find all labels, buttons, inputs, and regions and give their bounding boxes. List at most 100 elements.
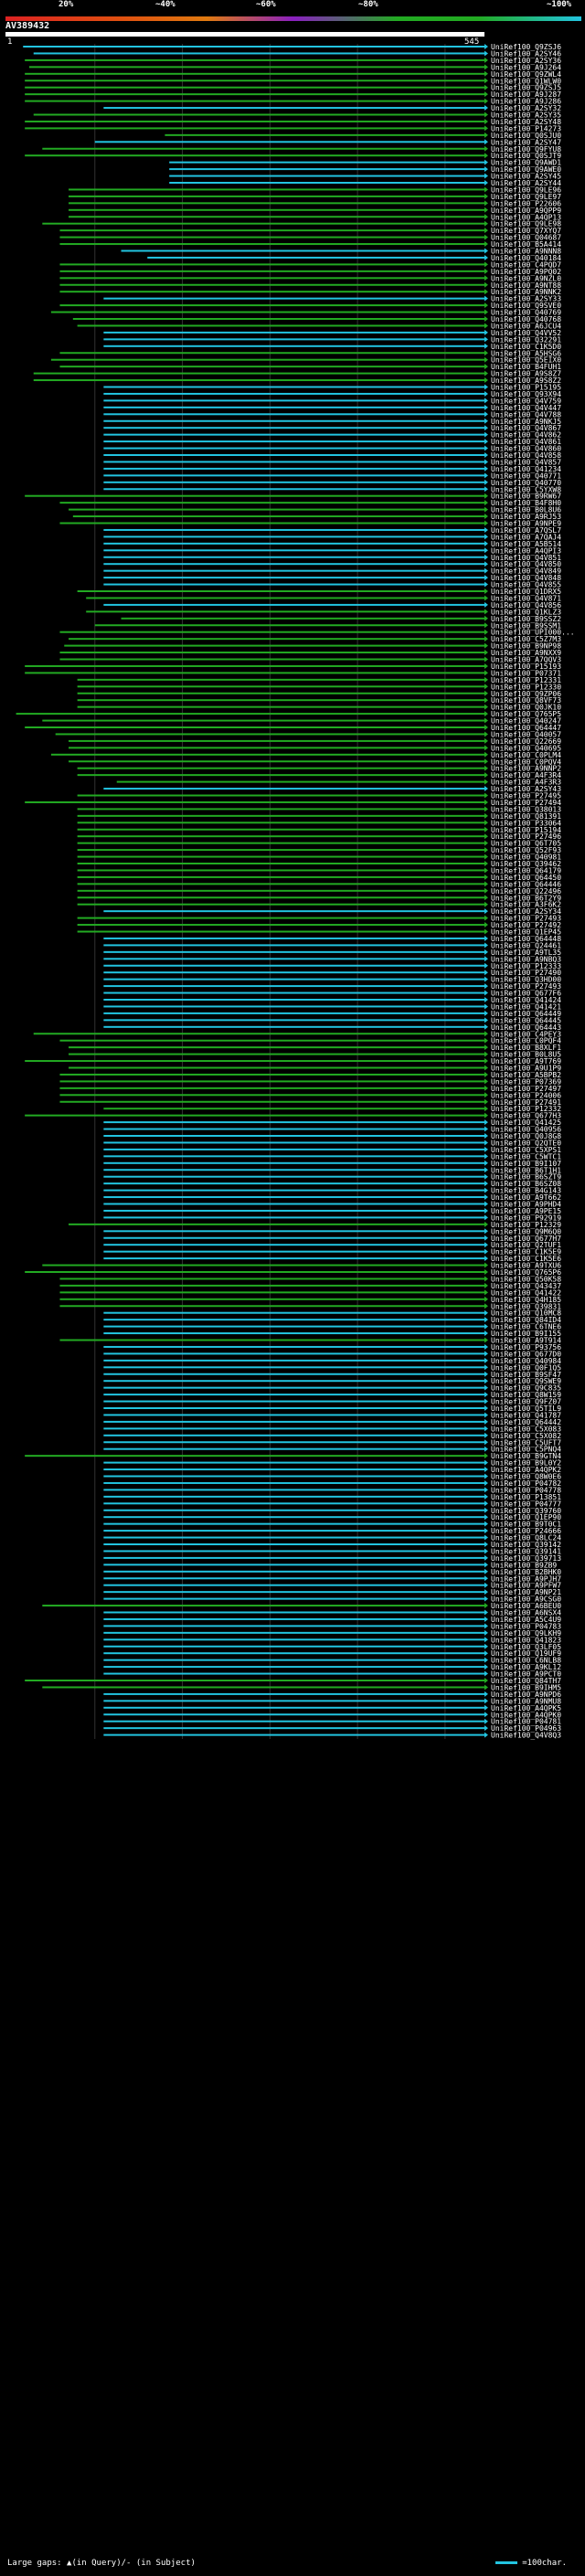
hit-line[interactable] <box>103 549 485 552</box>
hit-line[interactable] <box>103 1236 485 1239</box>
hit-line[interactable] <box>59 1087 484 1089</box>
hit-line[interactable] <box>59 352 484 355</box>
hit-line[interactable] <box>59 1073 484 1076</box>
hit-label[interactable]: UniRef100_A9TXU6 <box>491 1262 561 1270</box>
hit-line[interactable] <box>103 1570 485 1573</box>
hit-line[interactable] <box>103 1400 485 1403</box>
hit-label[interactable]: UniRef100_A2SY46 <box>491 49 561 58</box>
hit-label[interactable]: UniRef100_Q40981 <box>491 853 561 862</box>
hit-line[interactable] <box>103 1135 485 1137</box>
hit-line[interactable] <box>77 849 485 852</box>
hit-line[interactable] <box>103 1625 485 1627</box>
hit-label[interactable]: UniRef100_Q4V759 <box>491 397 561 405</box>
hit-line[interactable] <box>103 1706 485 1709</box>
hit-line[interactable] <box>103 1427 485 1430</box>
hit-label[interactable]: UniRef100_P27490 <box>491 969 561 977</box>
hit-line[interactable] <box>103 1161 485 1164</box>
hit-line[interactable] <box>103 461 485 463</box>
hit-line[interactable] <box>103 1128 485 1130</box>
hit-label[interactable]: UniRef100_P27492 <box>491 921 561 929</box>
hit-label[interactable]: UniRef100_Q84TH7 <box>491 1677 561 1685</box>
hit-line[interactable] <box>103 1652 485 1655</box>
hit-label[interactable]: UniRef100_Q41234 <box>491 465 561 473</box>
hit-line[interactable] <box>25 86 484 89</box>
hit-label[interactable]: UniRef100_Q765P5 <box>491 710 561 718</box>
hit-line[interactable] <box>69 202 484 205</box>
hit-line[interactable] <box>103 1434 485 1436</box>
hit-label[interactable]: UniRef100_Q765P6 <box>491 1268 561 1277</box>
hit-label[interactable]: UniRef100_Q677D0 <box>491 1350 561 1358</box>
hit-line[interactable] <box>103 1631 485 1634</box>
hit-line[interactable] <box>42 1605 485 1607</box>
hit-line[interactable] <box>103 603 485 606</box>
hit-line[interactable] <box>103 1019 485 1022</box>
hit-label[interactable]: UniRef100_Q04687 <box>491 234 561 242</box>
hit-line[interactable] <box>77 767 485 769</box>
hit-label[interactable]: UniRef100_Q41787 <box>491 1411 561 1419</box>
hit-label[interactable]: UniRef100_A9NP21 <box>491 1588 561 1596</box>
hit-line[interactable] <box>77 903 485 906</box>
hit-line[interactable] <box>103 1250 485 1253</box>
hit-line[interactable] <box>69 216 484 218</box>
hit-label[interactable]: UniRef100_A9S8Z7 <box>491 370 561 378</box>
hit-label[interactable]: UniRef100_Q6T705 <box>491 840 561 848</box>
hit-label[interactable]: UniRef100_Q41421 <box>491 1002 561 1011</box>
hit-line[interactable] <box>103 569 485 572</box>
hit-line[interactable] <box>59 263 484 266</box>
hit-label[interactable]: UniRef100_P04783 <box>491 1622 561 1630</box>
hit-label[interactable]: UniRef100_Q2QTE0 <box>491 1139 561 1147</box>
hit-label[interactable]: UniRef100_Q9ZP06 <box>491 690 561 698</box>
hit-label[interactable]: UniRef100_C5WTC1 <box>491 1152 561 1161</box>
hit-line[interactable] <box>77 869 485 872</box>
hit-label[interactable]: UniRef100_A9NPE9 <box>491 520 561 528</box>
hit-label[interactable]: UniRef100_A9NXX9 <box>491 649 561 657</box>
hit-label[interactable]: UniRef100_A4F3R3 <box>491 779 561 787</box>
hit-label[interactable]: UniRef100_Q9C835 <box>491 1384 561 1393</box>
hit-line[interactable] <box>103 1196 485 1199</box>
hit-label[interactable]: UniRef100_A9NBQ3 <box>491 955 561 963</box>
hit-label[interactable]: UniRef100_Q4V856 <box>491 601 561 610</box>
hit-line[interactable] <box>103 1175 485 1178</box>
hit-line[interactable] <box>103 1564 485 1566</box>
hit-label[interactable]: UniRef100_A9U1P9 <box>491 1065 561 1073</box>
hit-label[interactable]: UniRef100_A5C4U9 <box>491 1616 561 1624</box>
hit-line[interactable] <box>103 958 485 960</box>
hit-line[interactable] <box>77 855 485 858</box>
hit-label[interactable]: UniRef100_B8XLF1 <box>491 1044 561 1052</box>
hit-label[interactable]: UniRef100_Q9ZWL4 <box>491 70 561 79</box>
hit-label[interactable]: UniRef100_A9NNK2 <box>491 288 561 296</box>
hit-label[interactable]: UniRef100_Q0SJU0 <box>491 132 561 140</box>
hit-label[interactable]: UniRef100_Q1KLZ3 <box>491 608 561 616</box>
hit-line[interactable] <box>69 208 484 211</box>
hit-line[interactable] <box>103 1345 485 1348</box>
hit-label[interactable]: UniRef100_Q64442 <box>491 1418 561 1426</box>
hit-label[interactable]: UniRef100_Q1EP90 <box>491 1513 561 1521</box>
hit-line[interactable] <box>103 1189 485 1192</box>
hit-label[interactable]: UniRef100_P22606 <box>491 199 561 207</box>
hit-line[interactable] <box>33 52 484 55</box>
hit-line[interactable] <box>169 168 484 171</box>
hit-label[interactable]: UniRef100_A5BPB2 <box>491 1071 561 1079</box>
hit-label[interactable]: UniRef100_A6NSX4 <box>491 1609 561 1617</box>
hit-label[interactable]: UniRef100_Q4V8Q3 <box>491 1732 561 1740</box>
hit-label[interactable]: UniRef100_A9PJH7 <box>491 1574 561 1583</box>
hit-label[interactable]: UniRef100_A9KL12 <box>491 1663 561 1671</box>
hit-label[interactable]: UniRef100_Q32291 <box>491 335 561 344</box>
hit-line[interactable] <box>50 311 485 313</box>
hit-line[interactable] <box>25 726 484 728</box>
hit-line[interactable] <box>25 93 484 96</box>
hit-label[interactable]: UniRef100_A2SY35 <box>491 111 561 120</box>
hit-line[interactable] <box>103 1203 485 1205</box>
hit-line[interactable] <box>103 1556 485 1559</box>
hit-label[interactable]: UniRef100_P04777 <box>491 1500 561 1508</box>
hit-label[interactable]: UniRef100_Q1DRX5 <box>491 588 561 596</box>
hit-line[interactable] <box>42 1686 485 1689</box>
hit-label[interactable]: UniRef100_Q0J8G8 <box>491 1132 561 1140</box>
hit-label[interactable]: UniRef100_Q4H185 <box>491 1296 561 1304</box>
hit-label[interactable]: UniRef100_A4F3R4 <box>491 771 561 779</box>
hit-label[interactable]: UniRef100_Q81391 <box>491 812 561 821</box>
hit-label[interactable]: UniRef100_P12333 <box>491 962 561 970</box>
hit-label[interactable]: UniRef100_Q22496 <box>491 887 561 896</box>
hit-line[interactable] <box>103 542 485 545</box>
hit-label[interactable]: UniRef100_P33064 <box>491 819 561 827</box>
